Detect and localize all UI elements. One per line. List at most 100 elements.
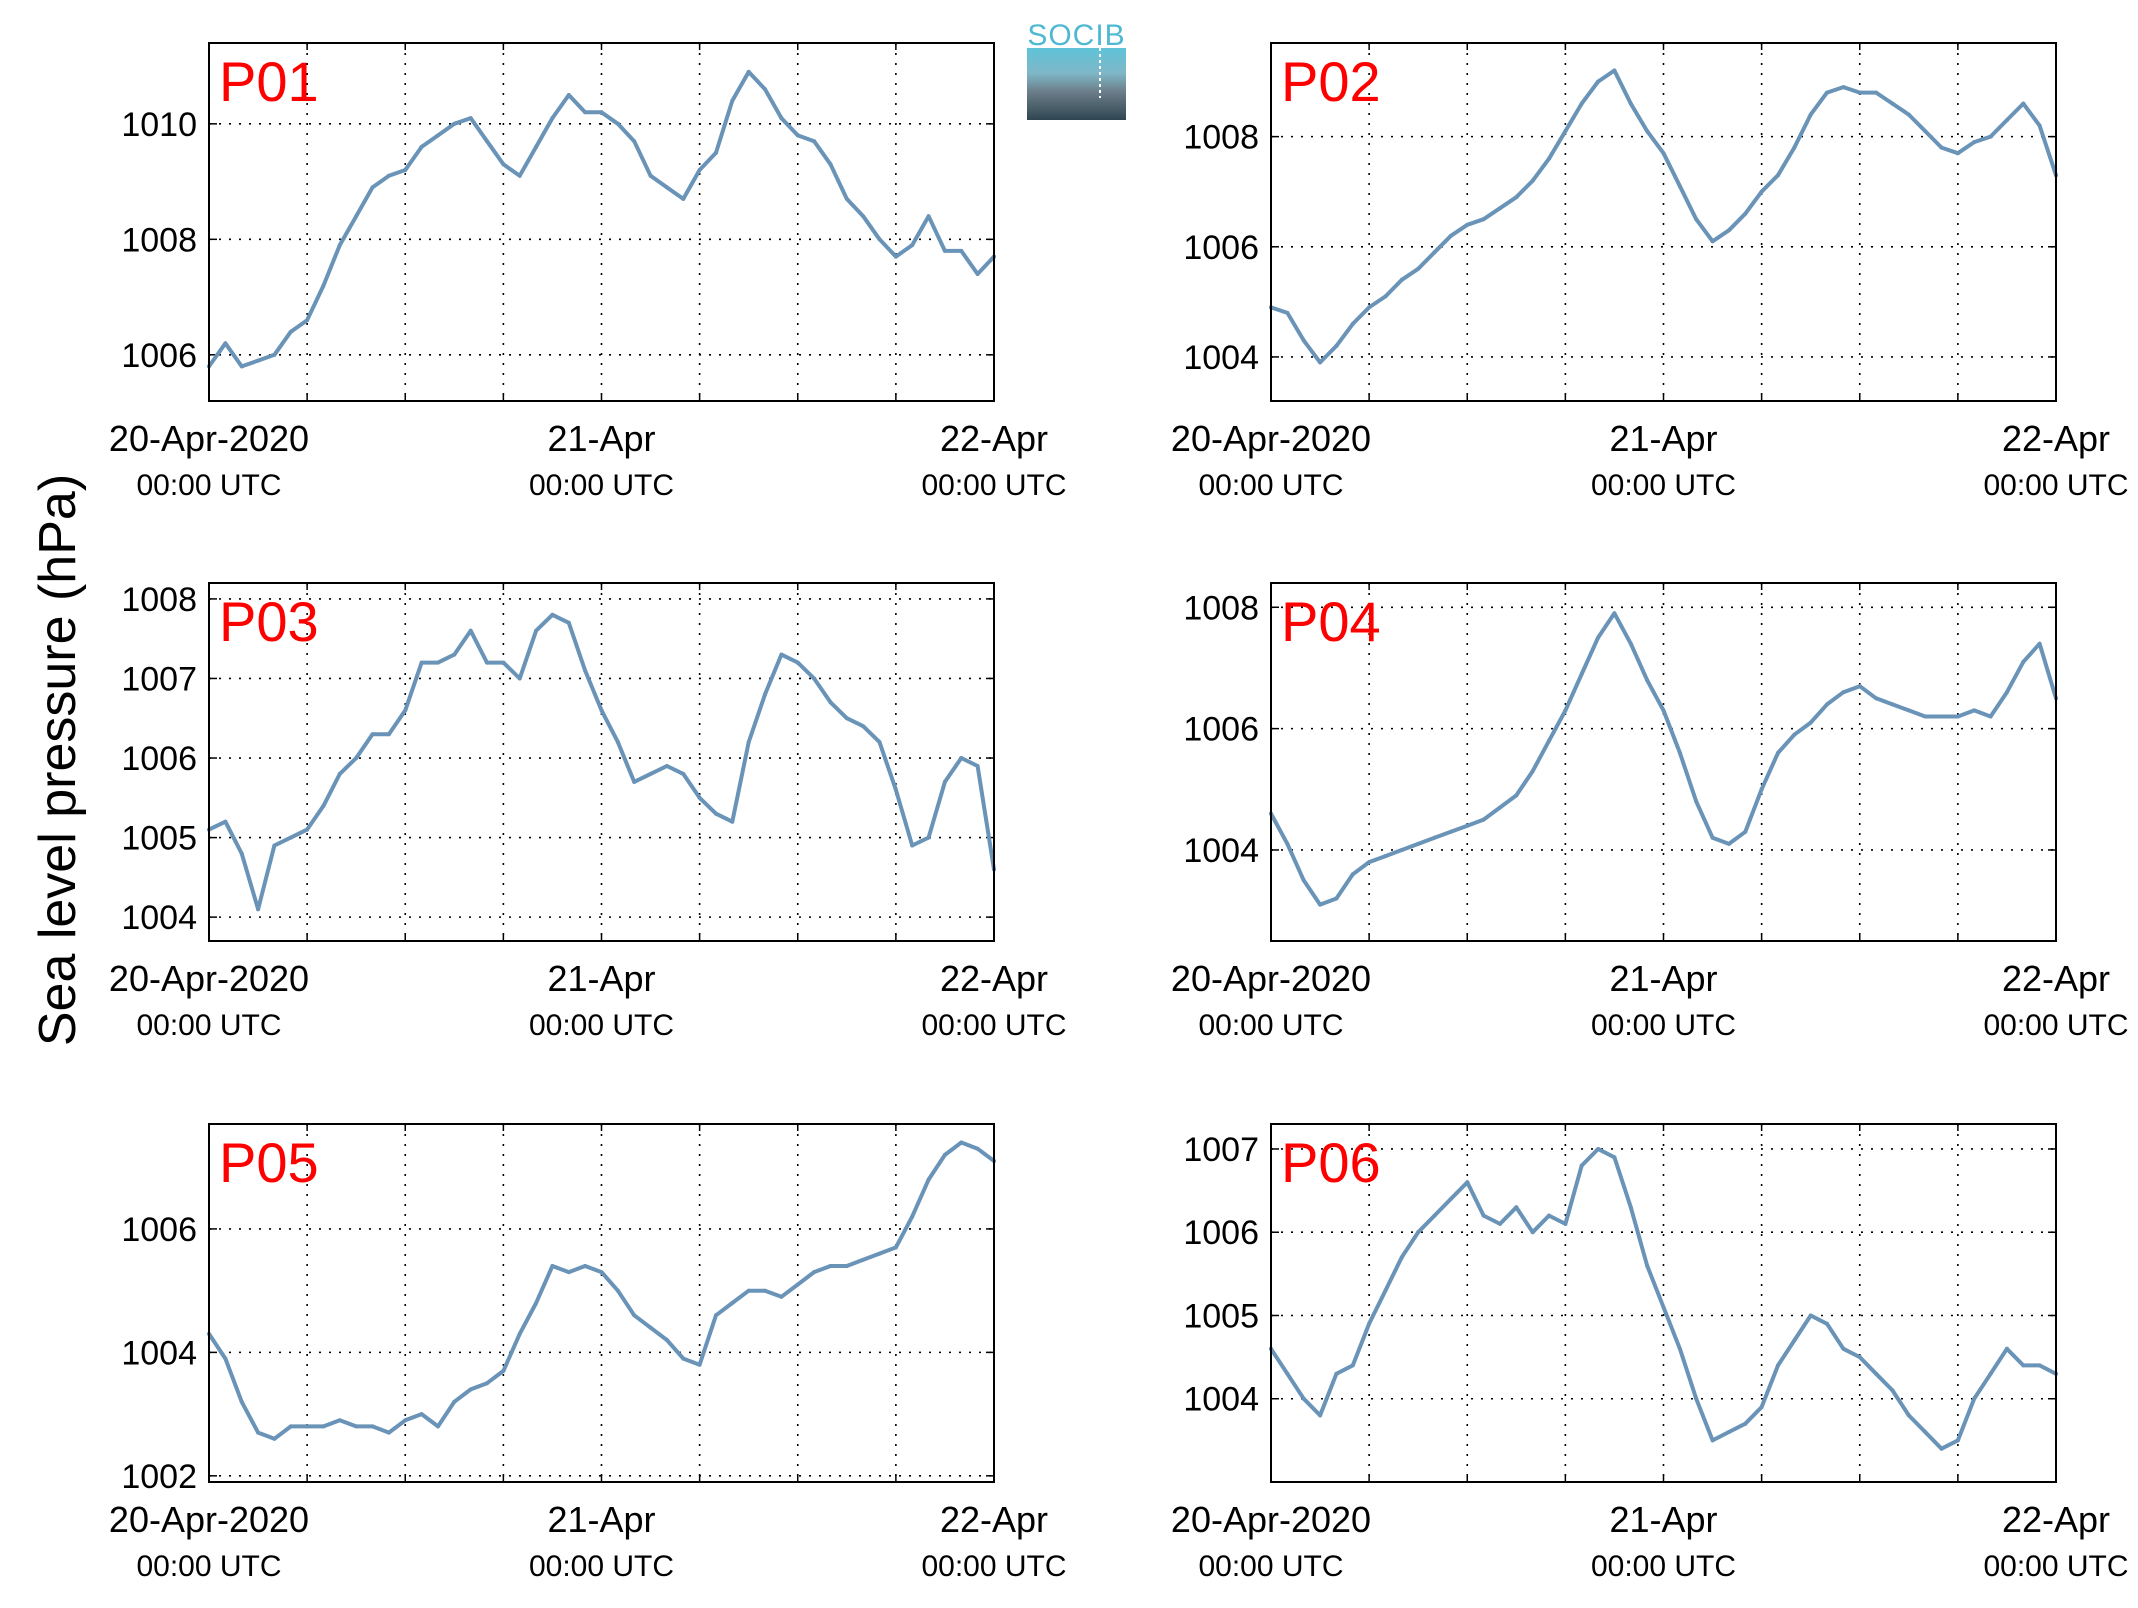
data-point [1726, 228, 1731, 233]
data-point [354, 756, 359, 760]
data-point [1530, 1230, 1535, 1235]
data-point [910, 243, 915, 248]
data-point [1498, 805, 1502, 810]
data-point [697, 795, 702, 800]
data-point [942, 779, 947, 784]
data-point [1465, 823, 1470, 828]
data-point [1874, 1371, 1879, 1376]
data-point [1301, 1396, 1306, 1401]
plot-frame [208, 582, 995, 942]
x-tick-label-time: 00:00 UTC [1198, 469, 1343, 502]
data-point [812, 1270, 817, 1275]
x-tick-label-time: 00:00 UTC [1591, 469, 1736, 502]
data-point [1596, 635, 1601, 640]
data-point [517, 676, 522, 681]
x-tick-label-time: 00:00 UTC [529, 1550, 674, 1583]
data-point [1743, 829, 1748, 834]
data-point [370, 1424, 375, 1429]
x-tick-label-date: 22-Apr [940, 1499, 1048, 1540]
data-point [599, 708, 604, 713]
x-tick-label-time: 00:00 UTC [921, 469, 1066, 502]
data-point [2004, 690, 2009, 695]
data-point [419, 1412, 424, 1417]
y-tick-label: 1002 [121, 1458, 197, 1496]
x-tick-label-date: 20-Apr-2020 [1171, 958, 1371, 999]
data-point [1939, 145, 1944, 150]
data-point [877, 237, 882, 242]
data-point [926, 835, 931, 840]
data-point [1710, 1438, 1715, 1443]
data-point [648, 173, 653, 178]
data-point [1661, 151, 1666, 156]
data-point [1726, 841, 1731, 846]
data-point [1416, 1230, 1421, 1235]
x-tick-label-time: 00:00 UTC [921, 1009, 1066, 1042]
x-tick-label-time: 00:00 UTC [1591, 1009, 1736, 1042]
panel-p06: 1004 1005 1006 1007 P06 20-Apr-2020 00:00 UTC 2… [1171, 1123, 2129, 1583]
data-point [1399, 848, 1404, 852]
data-point [648, 771, 653, 776]
data-point [1514, 793, 1519, 798]
data-point [714, 1313, 718, 1318]
data-point [1743, 1421, 1748, 1426]
data-point [1285, 310, 1290, 315]
x-tick-label-time: 00:00 UTC [136, 1009, 281, 1042]
data-point [828, 1264, 833, 1268]
x-tick-label-date: 22-Apr [2002, 958, 2110, 999]
data-point [828, 700, 833, 705]
data-point [812, 676, 817, 681]
data-point [1906, 1413, 1911, 1418]
data-point [2021, 1363, 2026, 1368]
data-point [2004, 118, 2009, 123]
data-point [1645, 678, 1650, 683]
x-tick-label-date: 21-Apr [1609, 1499, 1717, 1540]
data-point [1334, 1371, 1339, 1376]
x-tick-label-date: 20-Apr-2020 [109, 958, 309, 999]
data-point [926, 214, 931, 219]
data-point [959, 1140, 964, 1145]
data-point [1367, 860, 1372, 865]
data-point [550, 116, 555, 121]
panel-p05: 1002 1004 1006 P05 20-Apr-2020 00:00 UTC 21-Ap… [109, 1123, 1067, 1583]
series-line-p04 [1269, 611, 2058, 907]
logo-text: SOCIB [1027, 19, 1125, 52]
x-tick-label-date: 20-Apr-2020 [109, 418, 309, 459]
data-point [1792, 145, 1797, 150]
data-point [370, 732, 375, 737]
data-point [1955, 151, 1960, 156]
y-tick-label: 1004 [1183, 1381, 1259, 1419]
data-point [1628, 1205, 1633, 1210]
data-point [664, 764, 669, 768]
x-tick-label-date: 22-Apr [940, 958, 1048, 999]
data-point [534, 1301, 539, 1305]
data-point [1530, 769, 1535, 774]
x-tick-label-time: 00:00 UTC [1983, 1009, 2128, 1042]
data-point [893, 1245, 898, 1250]
y-axis-title: Sea level pressure (hPa) [29, 474, 87, 1046]
data-point [681, 771, 686, 776]
data-point [1792, 1338, 1797, 1343]
data-point [975, 272, 980, 276]
y-tick-label: 1006 [1183, 711, 1259, 749]
panel-label: P02 [1281, 50, 1381, 113]
data-point [632, 139, 637, 144]
data-point [1988, 714, 1993, 719]
data-point [1481, 217, 1486, 222]
data-point [321, 803, 326, 808]
x-tick-label-time: 00:00 UTC [921, 1550, 1066, 1583]
data-point [1579, 672, 1584, 676]
data-point [403, 708, 408, 713]
data-point [501, 1368, 506, 1373]
data-point [1726, 1430, 1731, 1434]
data-point [321, 283, 326, 288]
data-point [1776, 173, 1780, 178]
data-point [615, 121, 620, 126]
x-tick-label-time: 00:00 UTC [136, 469, 281, 502]
data-point [1367, 1321, 1372, 1326]
data-point [485, 660, 489, 665]
data-point [1825, 702, 1829, 707]
data-point [1530, 178, 1535, 183]
x-tick-label-time: 00:00 UTC [136, 1550, 281, 1583]
data-point [1448, 1196, 1453, 1201]
panel-label: P01 [219, 50, 319, 113]
